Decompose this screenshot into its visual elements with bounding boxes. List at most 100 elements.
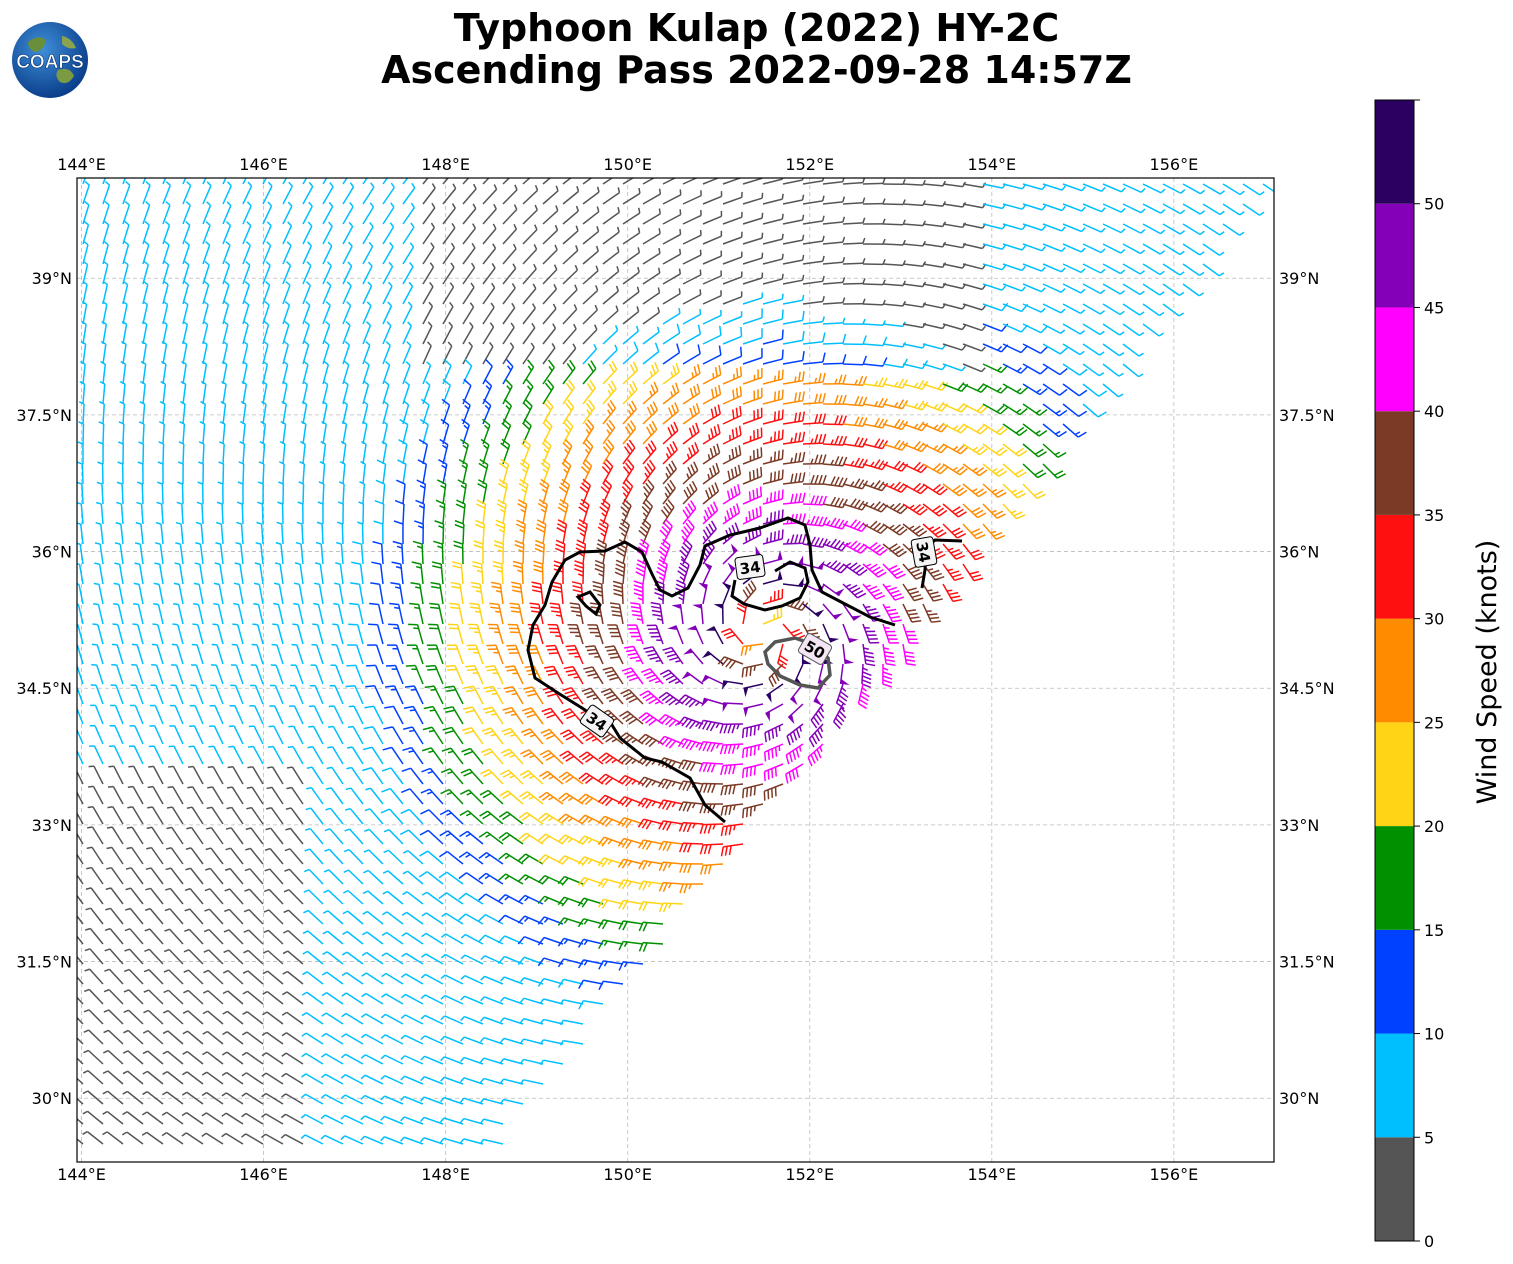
wind-barb <box>77 644 84 665</box>
wind-barb <box>519 770 544 785</box>
wind-barb <box>1062 343 1085 356</box>
wind-barb <box>842 318 866 325</box>
wind-barb <box>662 209 682 225</box>
wind-barb <box>237 481 244 505</box>
wind-barb <box>659 518 673 545</box>
wind-barb <box>227 765 244 785</box>
wind-barb <box>942 222 967 229</box>
wind-barb <box>87 826 104 845</box>
wind-barb <box>393 520 404 545</box>
wind-barb <box>842 217 866 225</box>
wind-barb <box>618 753 644 766</box>
wind-barb <box>202 320 209 345</box>
wind-barb <box>141 320 148 345</box>
wind-barb <box>342 400 349 425</box>
wind-barb <box>522 204 538 225</box>
wind-barb <box>640 668 664 685</box>
wind-barb <box>342 889 364 905</box>
wind-barb <box>382 178 389 185</box>
wind-barb <box>678 801 704 812</box>
wind-barb <box>722 464 742 485</box>
wind-barb <box>982 263 1007 271</box>
wind-barb <box>658 881 684 892</box>
wind-barb <box>77 955 84 965</box>
wind-barb <box>862 259 886 266</box>
wind-barb <box>100 360 107 385</box>
wind-barb <box>445 664 464 685</box>
wind-barb <box>89 724 104 745</box>
wind-barb <box>286 786 304 805</box>
wind-barb <box>342 178 348 185</box>
wind-barb <box>283 889 304 905</box>
wind-barb <box>662 343 681 365</box>
wind-barb <box>362 400 369 425</box>
wind-barb <box>622 266 640 285</box>
wind-barb <box>1122 363 1144 378</box>
wind-barb <box>281 1072 304 1085</box>
wind-barb <box>306 786 324 805</box>
wind-barb <box>518 478 529 505</box>
wind-barb <box>148 745 164 765</box>
wind-barb <box>333 602 344 625</box>
wind-barb <box>146 846 164 865</box>
wind-barb <box>254 562 264 585</box>
wind-barb <box>962 182 987 189</box>
wind-barb <box>335 562 344 585</box>
wind-barb <box>134 542 144 565</box>
wind-barb <box>658 840 684 852</box>
wind-barb <box>329 684 344 705</box>
wind-barb <box>702 325 722 345</box>
wind-barb <box>189 725 204 745</box>
wind-barb <box>203 928 224 945</box>
wind-barb <box>479 1077 504 1085</box>
wind-barb <box>222 969 244 985</box>
wind-barb <box>320 1094 344 1105</box>
wind-barb <box>802 603 825 618</box>
wind-barb <box>385 664 404 685</box>
wind-barb <box>612 580 624 605</box>
wind-barb <box>446 644 464 665</box>
wind-barb <box>362 360 370 385</box>
wind-barb <box>519 997 544 1005</box>
wind-barb <box>77 1016 84 1025</box>
wind-barb <box>186 806 204 825</box>
wind-barb <box>243 929 264 945</box>
wind-barb <box>558 792 584 805</box>
wind-barb <box>460 768 484 785</box>
wind-barb <box>902 482 928 495</box>
wind-barb <box>189 704 204 725</box>
wind-barb <box>422 202 436 225</box>
wind-barb <box>308 725 324 745</box>
wind-barb <box>882 358 908 369</box>
logo-text: COAPS <box>16 52 84 73</box>
wind-barb <box>942 181 967 188</box>
wind-barb <box>322 241 333 265</box>
wind-barb <box>322 951 344 965</box>
wind-barb <box>1182 243 1205 256</box>
wind-barb <box>101 320 108 345</box>
wind-barb <box>517 874 544 885</box>
wind-barb <box>242 360 248 385</box>
wind-barb <box>618 940 644 951</box>
lon-tick-label-top: 148°E <box>421 155 470 174</box>
wind-barb <box>982 463 1008 477</box>
wind-barb <box>660 499 675 525</box>
wind-barb <box>662 228 682 245</box>
wind-barb <box>232 623 244 645</box>
wind-barb <box>122 1111 144 1125</box>
wind-barb <box>459 1117 484 1125</box>
wind-barb <box>662 189 682 205</box>
wind-barb <box>882 563 906 579</box>
wind-barb <box>862 480 889 492</box>
wind-barb <box>351 561 364 585</box>
wind-barb <box>720 843 744 857</box>
wind-barb <box>702 191 723 205</box>
wind-barb <box>842 257 866 265</box>
wind-barb <box>222 280 230 305</box>
wind-barb <box>782 330 805 345</box>
wind-barb <box>236 501 244 525</box>
wind-barb <box>438 892 464 905</box>
wind-barb <box>421 891 444 905</box>
wind-barb <box>322 360 330 385</box>
wind-barb <box>77 894 84 905</box>
